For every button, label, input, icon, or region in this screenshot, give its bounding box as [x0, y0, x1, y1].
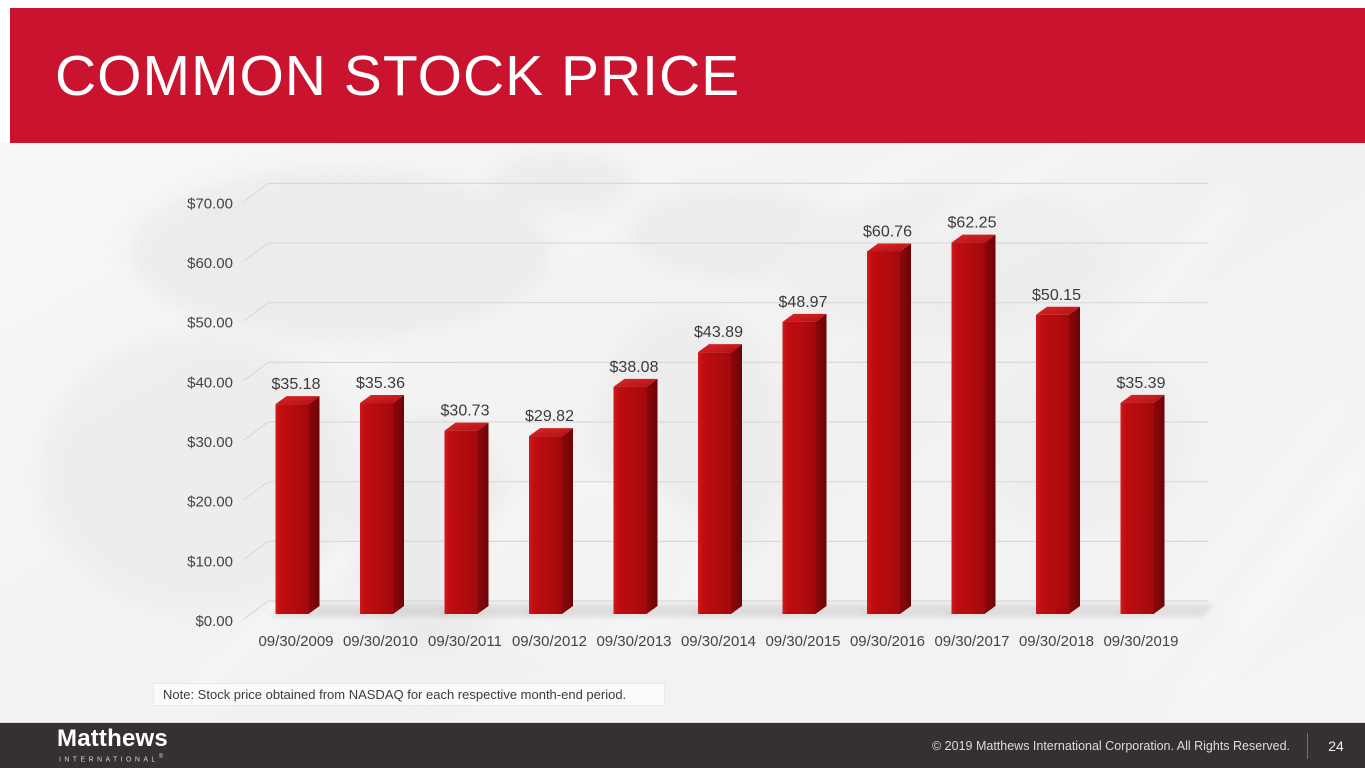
matthews-logo: Matthews INTERNATIONAL® — [57, 725, 168, 764]
source-note: Note: Stock price obtained from NASDAQ f… — [153, 683, 665, 706]
footer-divider — [1307, 732, 1308, 759]
registered-mark: ® — [158, 754, 164, 761]
content-background — [0, 143, 1365, 722]
slide-title: COMMON STOCK PRICE — [55, 43, 741, 108]
logo-wordmark: Matthews — [57, 725, 168, 753]
copyright-text: © 2019 Matthews International Corporatio… — [931, 738, 1290, 753]
page-number: 24 — [1328, 737, 1344, 754]
logo-subtext: INTERNATIONAL® — [59, 754, 164, 764]
title-banner: COMMON STOCK PRICE — [10, 8, 1365, 143]
footer-bar: Matthews INTERNATIONAL® © 2019 Matthews … — [0, 722, 1365, 768]
footer-right: © 2019 Matthews International Corporatio… — [931, 732, 1347, 759]
world-map-watermark — [40, 143, 1365, 709]
source-note-text: Note: Stock price obtained from NASDAQ f… — [163, 687, 627, 702]
